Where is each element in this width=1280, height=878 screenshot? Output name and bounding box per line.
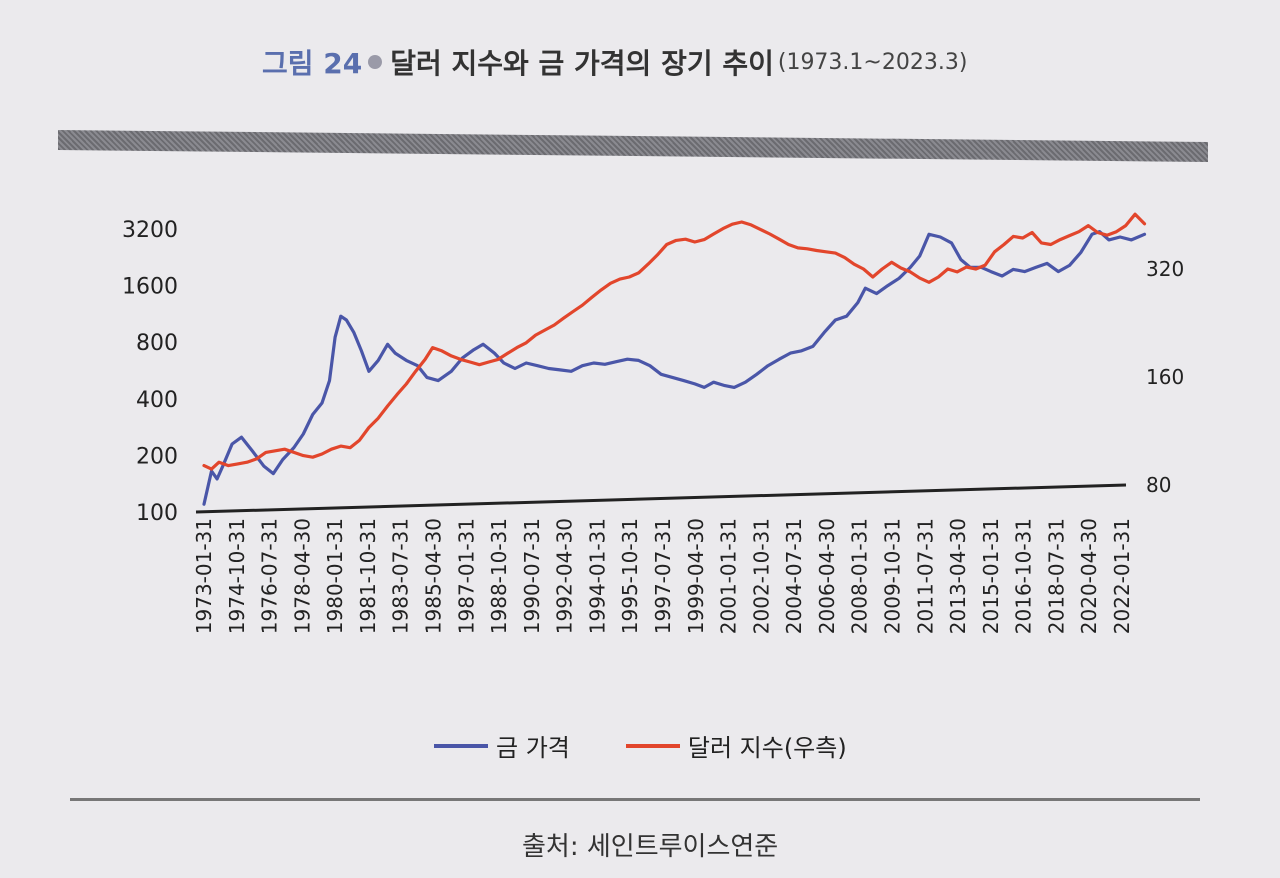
x-tick-label: 1981-10-31: [356, 518, 380, 634]
x-tick-label: 1988-10-31: [487, 518, 511, 634]
divider: [70, 798, 1200, 801]
y-left-tick-label: 3200: [122, 218, 178, 243]
x-tick-label: 1980-01-31: [323, 518, 347, 634]
x-tick-label: 2011-07-31: [913, 518, 937, 634]
legend-label-gold: 금 가격: [496, 734, 570, 762]
x-tick-label: 2009-10-31: [881, 518, 905, 634]
x-tick-label: 1990-07-31: [520, 518, 544, 634]
x-tick-label: 1999-04-30: [684, 518, 708, 634]
chart-date-range: (1973.1~2023.3): [777, 49, 968, 75]
legend-item-gold: 금 가격: [434, 728, 570, 763]
x-tick-label: 2022-01-31: [1110, 518, 1134, 634]
y-left-tick-label: 100: [136, 501, 178, 526]
x-tick-label: 2020-04-30: [1077, 518, 1101, 634]
x-tick-label: 1973-01-31: [192, 518, 216, 634]
x-tick-label: 1974-10-31: [225, 518, 249, 634]
y-right-tick-label: 160: [1146, 365, 1184, 389]
series-line-gold: [202, 230, 1147, 506]
y-left-tick-label: 800: [136, 331, 178, 356]
source-note: 출처: 세인트루이스연준: [522, 832, 779, 862]
x-tick-label: 1997-07-31: [651, 518, 675, 634]
x-tick-label: 2018-07-31: [1044, 518, 1068, 634]
y-left-tick-label: 1600: [122, 275, 178, 300]
x-tick-label: 1987-01-31: [454, 518, 478, 634]
x-tick-label: 1978-04-30: [290, 518, 314, 634]
y-right-tick-label: 80: [1146, 473, 1171, 497]
x-tick-label: 2004-07-31: [782, 518, 806, 634]
x-axis-line: [195, 483, 1127, 514]
bullet-icon: [368, 55, 383, 69]
x-tick-label: 2013-04-30: [946, 518, 970, 634]
x-tick-label: 1983-07-31: [389, 518, 413, 634]
x-tick-label: 1994-01-31: [585, 518, 609, 634]
x-tick-label: 2002-10-31: [749, 518, 773, 634]
x-tick-label: 1985-04-30: [422, 518, 446, 634]
x-tick-label: 1976-07-31: [258, 518, 282, 634]
chart-legend: 금 가격 달러 지수(우측): [434, 728, 903, 763]
figure-title: 그림 24 달러 지수와 금 가격의 장기 추이 (1973.1~2023.3): [262, 42, 967, 82]
x-tick-label: 2016-10-31: [1012, 518, 1036, 634]
series-line-dollar: [202, 212, 1147, 471]
x-tick-label: 1995-10-31: [618, 518, 642, 634]
legend-swatch-dollar: [625, 743, 680, 748]
legend-swatch-gold: [434, 743, 488, 748]
x-tick-label: 2015-01-31: [979, 518, 1003, 634]
legend-item-dollar: 달러 지수(우측): [625, 728, 847, 763]
legend-label-dollar: 달러 지수(우측): [687, 734, 847, 762]
y-left-tick-label: 400: [136, 388, 178, 413]
figure-label: 그림 24: [262, 47, 363, 80]
x-tick-label: 2006-04-30: [815, 518, 839, 634]
x-tick-label: 1992-04-30: [553, 518, 577, 634]
x-tick-label: 2008-01-31: [848, 518, 872, 634]
chart-title: 달러 지수와 금 가격의 장기 추이: [390, 47, 774, 80]
y-left-tick-label: 200: [136, 444, 178, 469]
y-right-tick-label: 320: [1146, 257, 1184, 281]
x-tick-label: 2001-01-31: [717, 518, 741, 634]
